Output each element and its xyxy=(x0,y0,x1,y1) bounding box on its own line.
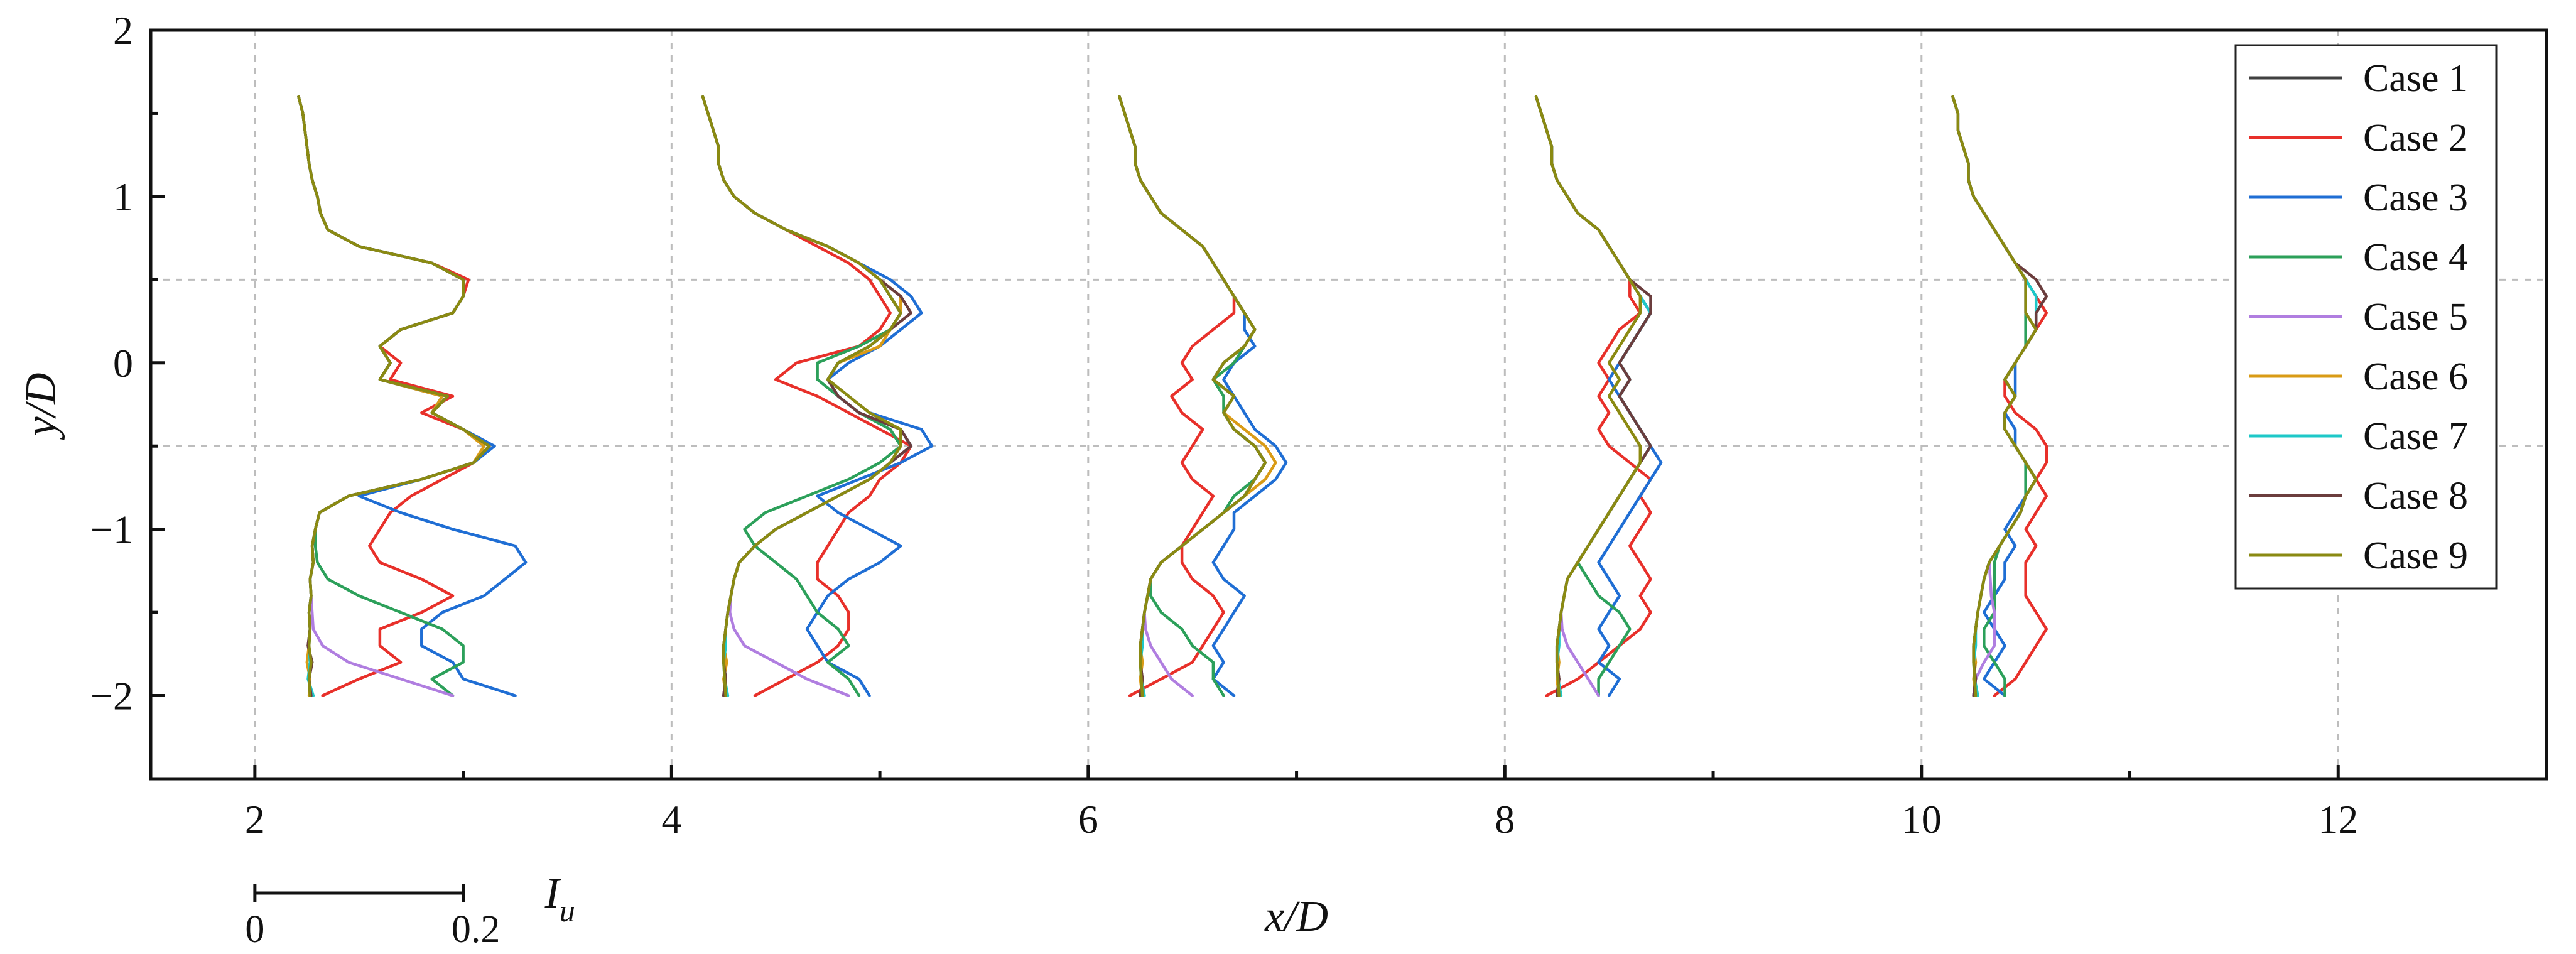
legend-label: Case 3 xyxy=(2363,176,2468,219)
series-line-case-5 xyxy=(1118,95,1267,697)
series-line-case-9 xyxy=(297,95,491,697)
y-tick-label: −1 xyxy=(90,507,133,552)
x-axis-title: x/D xyxy=(1264,892,1328,941)
station-10 xyxy=(1951,95,2048,697)
legend: Case 1 Case 2 Case 3 Case 4 Case 5 Case 6 Case… xyxy=(2234,44,2498,590)
x-tick-label: 4 xyxy=(661,797,681,842)
legend-label: Case 7 xyxy=(2363,415,2468,458)
series-line-case-7 xyxy=(1118,95,1267,697)
series-line-case-7 xyxy=(1534,95,1652,697)
grid-layer xyxy=(254,30,2339,779)
station-2 xyxy=(297,95,528,697)
x-tick-label: 2 xyxy=(245,797,265,842)
legend-label: Case 6 xyxy=(2363,355,2468,398)
series-line-case-1 xyxy=(1534,95,1652,697)
series-line-case-1 xyxy=(701,95,913,697)
series-line-case-8 xyxy=(701,95,913,697)
series-line-case-8 xyxy=(1534,95,1652,697)
station-6 xyxy=(1118,95,1288,697)
y-tick-label: 1 xyxy=(113,175,133,219)
series-line-case-4 xyxy=(1534,95,1652,697)
y-tick-label: −2 xyxy=(90,674,133,718)
legend-label: Case 2 xyxy=(2363,117,2468,160)
station-8 xyxy=(1534,95,1663,697)
scale-bar-end-label: 0.2 xyxy=(452,908,501,951)
y-tick-label: 0 xyxy=(113,341,133,386)
series-line-case-9 xyxy=(1118,95,1267,697)
series-line-case-2 xyxy=(701,95,913,697)
legend-label: Case 8 xyxy=(2363,475,2468,518)
series-line-case-5 xyxy=(1951,95,2038,697)
series-line-case-2 xyxy=(1534,95,1652,697)
series-line-case-9 xyxy=(701,95,902,697)
series-line-case-4 xyxy=(1118,95,1267,697)
series-line-case-5 xyxy=(1534,95,1652,697)
y-tick-label: 2 xyxy=(113,8,133,53)
series-line-case-7 xyxy=(701,95,913,697)
x-tick-label: 6 xyxy=(1078,797,1098,842)
series-line-case-9 xyxy=(1951,95,2038,697)
series-line-case-2 xyxy=(1951,95,2048,697)
legend-label: Case 5 xyxy=(2363,296,2468,339)
x-tick-label: 12 xyxy=(2318,797,2358,842)
reference-lines xyxy=(151,278,2546,447)
series-line-case-6 xyxy=(1534,95,1642,697)
series-line-case-3 xyxy=(297,95,528,697)
plot-frame xyxy=(149,28,2548,781)
legend-label: Case 9 xyxy=(2363,534,2468,577)
series-line-case-1 xyxy=(1118,95,1267,697)
x-tick-label: 8 xyxy=(1495,797,1515,842)
legend-label: Case 1 xyxy=(2363,57,2468,100)
scale-bar-start-label: 0 xyxy=(245,908,264,951)
series-line-case-5 xyxy=(701,95,913,697)
y-axis-title: y/D xyxy=(17,372,65,440)
series-line-case-4 xyxy=(701,95,902,697)
scale-bar: 0 0.2 Iu xyxy=(245,869,575,951)
series-layer xyxy=(297,95,2048,697)
legend-label: Case 4 xyxy=(2363,236,2468,279)
series-line-case-8 xyxy=(1118,95,1267,697)
x-tick-label: 10 xyxy=(1902,797,1942,842)
series-line-case-6 xyxy=(701,95,902,697)
scale-bar-quantity-label: Iu xyxy=(544,869,575,928)
series-line-case-9 xyxy=(1534,95,1642,697)
station-4 xyxy=(701,95,934,697)
series-line-case-2 xyxy=(1118,95,1236,697)
